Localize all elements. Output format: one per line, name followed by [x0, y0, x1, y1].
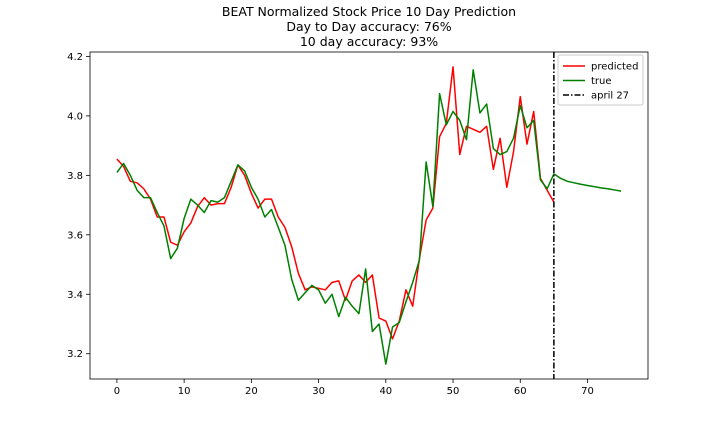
x-axis: 0 10 20 30 40 50 60 70	[114, 379, 594, 397]
legend-label-april-27: april 27	[591, 91, 629, 102]
y-tick-label: 3.6	[67, 230, 83, 241]
y-axis: 3.2 3.4 3.6 3.8 4.0 4.2	[67, 52, 90, 360]
x-tick-label: 0	[114, 386, 120, 397]
y-tick-label: 3.2	[67, 349, 83, 360]
x-tick-label: 10	[178, 386, 191, 397]
x-tick-label: 50	[447, 386, 460, 397]
series-line-true	[116, 69, 622, 365]
x-tick-label: 60	[514, 386, 527, 397]
legend-label-predicted: predicted	[591, 62, 638, 73]
x-tick-label: 70	[581, 386, 594, 397]
x-tick-label: 20	[245, 386, 258, 397]
legend-box	[557, 54, 644, 106]
chart-title: BEAT Normalized Stock Price 10 Day Predi…	[222, 4, 516, 19]
y-tick-label: 4.2	[67, 52, 83, 63]
x-tick-label: 30	[312, 386, 325, 397]
y-tick-label: 4.0	[67, 111, 83, 122]
series-line-predicted	[116, 66, 555, 340]
x-tick-label: 40	[379, 386, 392, 397]
chart-subtitle-line-1: Day to Day accuracy: 76%	[286, 19, 451, 34]
y-tick-label: 3.4	[67, 290, 83, 301]
chart-subtitle-line-2: 10 day accuracy: 93%	[300, 34, 438, 49]
legend: predicted true april 27	[557, 54, 644, 106]
plot-frame	[89, 51, 649, 380]
y-tick-label: 3.8	[67, 171, 83, 182]
plot-area	[116, 52, 622, 379]
legend-label-true: true	[591, 76, 612, 87]
